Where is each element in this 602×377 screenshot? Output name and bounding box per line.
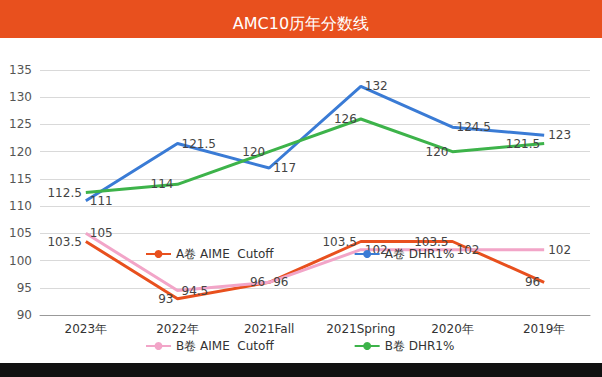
svg-text:2021Spring: 2021Spring bbox=[326, 322, 395, 336]
svg-text:2020年: 2020年 bbox=[431, 322, 474, 336]
svg-text:B卷 AIME Cutoff: B卷 AIME Cutoff bbox=[176, 339, 274, 353]
svg-text:B卷 DHR1%: B卷 DHR1% bbox=[385, 339, 455, 353]
svg-text:2019年: 2019年 bbox=[523, 322, 566, 336]
svg-text:103.5: 103.5 bbox=[47, 235, 81, 249]
svg-text:120: 120 bbox=[426, 145, 449, 159]
svg-text:112.5: 112.5 bbox=[47, 186, 81, 200]
svg-text:103.5: 103.5 bbox=[414, 234, 449, 249]
svg-text:90: 90 bbox=[17, 308, 32, 322]
svg-text:102: 102 bbox=[548, 243, 571, 257]
svg-text:126: 126 bbox=[334, 112, 357, 126]
svg-text:94.5: 94.5 bbox=[182, 284, 209, 298]
svg-text:121.5: 121.5 bbox=[182, 137, 216, 151]
svg-text:124.5: 124.5 bbox=[457, 120, 491, 134]
svg-text:2023年: 2023年 bbox=[65, 322, 108, 336]
svg-text:AMC10历年分数线: AMC10历年分数线 bbox=[233, 14, 369, 33]
svg-text:96: 96 bbox=[525, 275, 540, 289]
svg-text:100: 100 bbox=[9, 254, 32, 268]
svg-text:115: 115 bbox=[9, 172, 32, 186]
svg-text:111: 111 bbox=[90, 194, 113, 208]
svg-text:A卷 AIME Cutoff: A卷 AIME Cutoff bbox=[176, 247, 274, 261]
svg-text:93: 93 bbox=[158, 292, 173, 306]
svg-text:102: 102 bbox=[457, 243, 480, 257]
svg-text:120: 120 bbox=[242, 145, 265, 159]
svg-text:105: 105 bbox=[90, 226, 113, 240]
svg-text:2022年: 2022年 bbox=[156, 322, 199, 336]
svg-text:110: 110 bbox=[9, 199, 32, 213]
svg-text:135: 135 bbox=[9, 63, 32, 77]
svg-text:105: 105 bbox=[9, 226, 32, 240]
svg-text:117: 117 bbox=[273, 161, 296, 175]
svg-text:2021Fall: 2021Fall bbox=[244, 322, 294, 336]
svg-text:96: 96 bbox=[250, 275, 265, 289]
svg-text:A卷 DHR1%: A卷 DHR1% bbox=[385, 247, 455, 261]
svg-text:121.5: 121.5 bbox=[506, 137, 540, 151]
svg-text:114: 114 bbox=[151, 177, 174, 191]
svg-text:96: 96 bbox=[273, 275, 288, 289]
svg-text:125: 125 bbox=[9, 117, 32, 131]
svg-text:120: 120 bbox=[9, 145, 32, 159]
svg-text:95: 95 bbox=[17, 281, 32, 295]
svg-text:130: 130 bbox=[9, 90, 32, 104]
svg-text:123: 123 bbox=[548, 128, 571, 142]
svg-text:132: 132 bbox=[365, 79, 388, 93]
svg-text:103.5: 103.5 bbox=[322, 235, 356, 249]
